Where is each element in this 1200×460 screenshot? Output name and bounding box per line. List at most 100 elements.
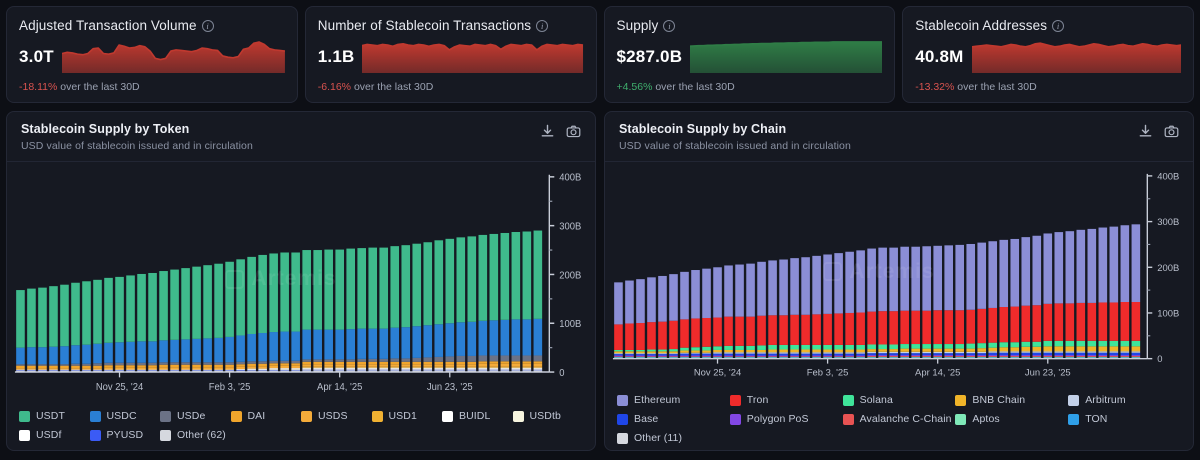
legend-swatch <box>617 413 628 425</box>
legend-item[interactable]: Solana <box>842 394 956 406</box>
legend-item[interactable]: Aptos <box>955 413 1068 425</box>
panel-subtitle: USD value of stablecoin issued and in ci… <box>619 140 851 152</box>
legend-swatch <box>617 432 628 444</box>
legend-swatch <box>729 394 741 406</box>
legend-item[interactable]: Ethereum <box>617 394 730 406</box>
panel-header-texts: Stablecoin Supply by Chain USD value of s… <box>619 122 1138 152</box>
chart-legend: USDT USDC USDe DAI USDS USD1 BUIDL USDtb USDf PYU… <box>7 406 595 450</box>
plot-area: 0 100B 200B 300B 400B Nov 25, '24 Feb 3, '25 Ap… <box>7 162 595 406</box>
legend-label: BUIDL <box>459 410 491 422</box>
kpi-title: Number of Stablecoin Transactions <box>317 18 532 33</box>
legend-label: USDT <box>36 410 65 422</box>
legend-item[interactable]: USDtb <box>512 410 584 422</box>
legend-item[interactable]: USD1 <box>371 410 443 422</box>
legend-label: Aptos <box>972 413 1000 426</box>
legend-item[interactable]: TON <box>1068 413 1181 425</box>
camera-icon[interactable] <box>566 124 581 139</box>
legend-item[interactable]: USDC <box>89 410 161 422</box>
kpi-change-value: -18.11% <box>19 81 58 93</box>
legend-label: Ethereum <box>634 394 681 407</box>
svg-text:400B: 400B <box>559 172 581 183</box>
kpi-change-period: over the last 30D <box>652 81 735 93</box>
kpi-change-period: over the last 30D <box>954 81 1037 93</box>
kpi-mid: 40.8M <box>915 39 1181 74</box>
svg-text:Apr 14, '25: Apr 14, '25 <box>317 382 363 393</box>
kpi-change-value: -13.32% <box>915 81 955 93</box>
kpi-value: 40.8M <box>915 46 964 66</box>
legend-label: BNB Chain <box>972 394 1026 407</box>
legend-item[interactable]: Tron <box>729 394 843 406</box>
legend-swatch <box>19 410 30 422</box>
legend-item[interactable]: Base <box>617 413 730 425</box>
legend-label: TON <box>1085 413 1108 426</box>
kpi-change-period: over the last 30D <box>351 81 434 93</box>
legend-swatch <box>842 413 854 425</box>
legend-item[interactable]: USDS <box>301 410 372 422</box>
kpi-value: 1.1B <box>317 46 355 66</box>
kpi-card-4: Stablecoin Addresses i 40.8M -13.32% over t… <box>902 6 1194 103</box>
download-icon[interactable] <box>1138 124 1153 139</box>
svg-text:400B: 400B <box>1157 170 1179 181</box>
legend-label: USD1 <box>388 410 417 422</box>
legend-item[interactable]: USDT <box>19 410 90 422</box>
svg-text:Nov 25, '24: Nov 25, '24 <box>694 367 741 378</box>
legend-item[interactable]: USDe <box>160 410 231 422</box>
legend-label: USDC <box>106 410 137 422</box>
kpi-title-row: Number of Stablecoin Transactions i <box>318 16 584 35</box>
chart-panel-1: Stablecoin Supply by Token USD value of s… <box>6 111 596 451</box>
svg-text:0: 0 <box>1157 353 1162 364</box>
legend-item[interactable]: DAI <box>230 410 302 422</box>
legend-item[interactable]: Other (11) <box>617 432 730 444</box>
legend-item[interactable]: BNB Chain <box>955 394 1068 406</box>
info-icon[interactable]: i <box>1052 19 1065 32</box>
legend-label: USDf <box>36 429 62 441</box>
panel-header: Stablecoin Supply by Token USD value of s… <box>7 112 595 162</box>
kpi-title-row: Adjusted Transaction Volume i <box>19 16 285 35</box>
legend-label: USDS <box>318 410 348 422</box>
svg-text:Apr 14, '25: Apr 14, '25 <box>915 367 960 378</box>
kpi-mid: 1.1B <box>318 39 584 74</box>
panel-actions <box>540 122 581 139</box>
kpi-title: Stablecoin Addresses <box>915 18 1048 33</box>
legend-swatch <box>955 413 967 425</box>
legend-label: Arbitrum <box>1085 394 1126 407</box>
legend-item[interactable]: PYUSD <box>89 429 161 441</box>
legend-item[interactable]: Polygon PoS <box>729 413 843 425</box>
info-icon[interactable]: i <box>201 19 214 32</box>
legend-item[interactable]: Avalanche C-Chain <box>842 413 956 425</box>
chart-panel-2: Stablecoin Supply by Chain USD value of s… <box>604 111 1194 451</box>
legend-item[interactable]: Arbitrum <box>1068 394 1181 406</box>
kpi-change-row: -13.32% over the last 30D <box>915 81 1181 93</box>
legend-swatch <box>160 429 171 441</box>
legend-label: Other (62) <box>177 429 226 441</box>
kpi-change-period: over the last 30D <box>57 81 140 93</box>
legend-swatch <box>1068 413 1080 425</box>
legend-swatch <box>89 410 101 422</box>
download-icon[interactable] <box>540 124 555 139</box>
panel-title: Stablecoin Supply by Chain <box>619 122 787 136</box>
info-icon[interactable]: i <box>536 19 549 32</box>
plot-area: 0 100B 200B 300B 400B Nov 25, '24 Feb 3, '25 Ap… <box>605 162 1193 390</box>
legend-item[interactable]: USDf <box>19 429 90 441</box>
panel-header: Stablecoin Supply by Chain USD value of s… <box>605 112 1193 162</box>
legend-swatch <box>1068 394 1080 406</box>
legend-label: Base <box>634 413 659 426</box>
kpi-title-row: Supply i <box>617 16 883 35</box>
legend-label: USDtb <box>529 410 561 422</box>
camera-icon[interactable] <box>1164 124 1179 139</box>
panel-actions <box>1138 122 1179 139</box>
kpi-sparkline <box>362 40 584 73</box>
svg-text:Nov 25, '24: Nov 25, '24 <box>96 382 144 393</box>
legend-swatch <box>617 394 628 406</box>
info-icon[interactable]: i <box>663 19 676 32</box>
kpi-change-value: +4.56% <box>616 81 653 93</box>
legend-swatch <box>160 410 171 422</box>
kpi-card-2: Number of Stablecoin Transactions i 1.1B -6… <box>304 6 597 103</box>
legend-item[interactable]: Other (62) <box>160 429 231 441</box>
legend-swatch <box>842 394 854 406</box>
panel-header-texts: Stablecoin Supply by Token USD value of s… <box>21 122 540 152</box>
legend-item[interactable]: BUIDL <box>442 410 513 422</box>
chart-legend: Ethereum Tron Solana BNB Chain Arbitrum Base P… <box>605 390 1193 450</box>
legend-swatch <box>512 410 524 422</box>
